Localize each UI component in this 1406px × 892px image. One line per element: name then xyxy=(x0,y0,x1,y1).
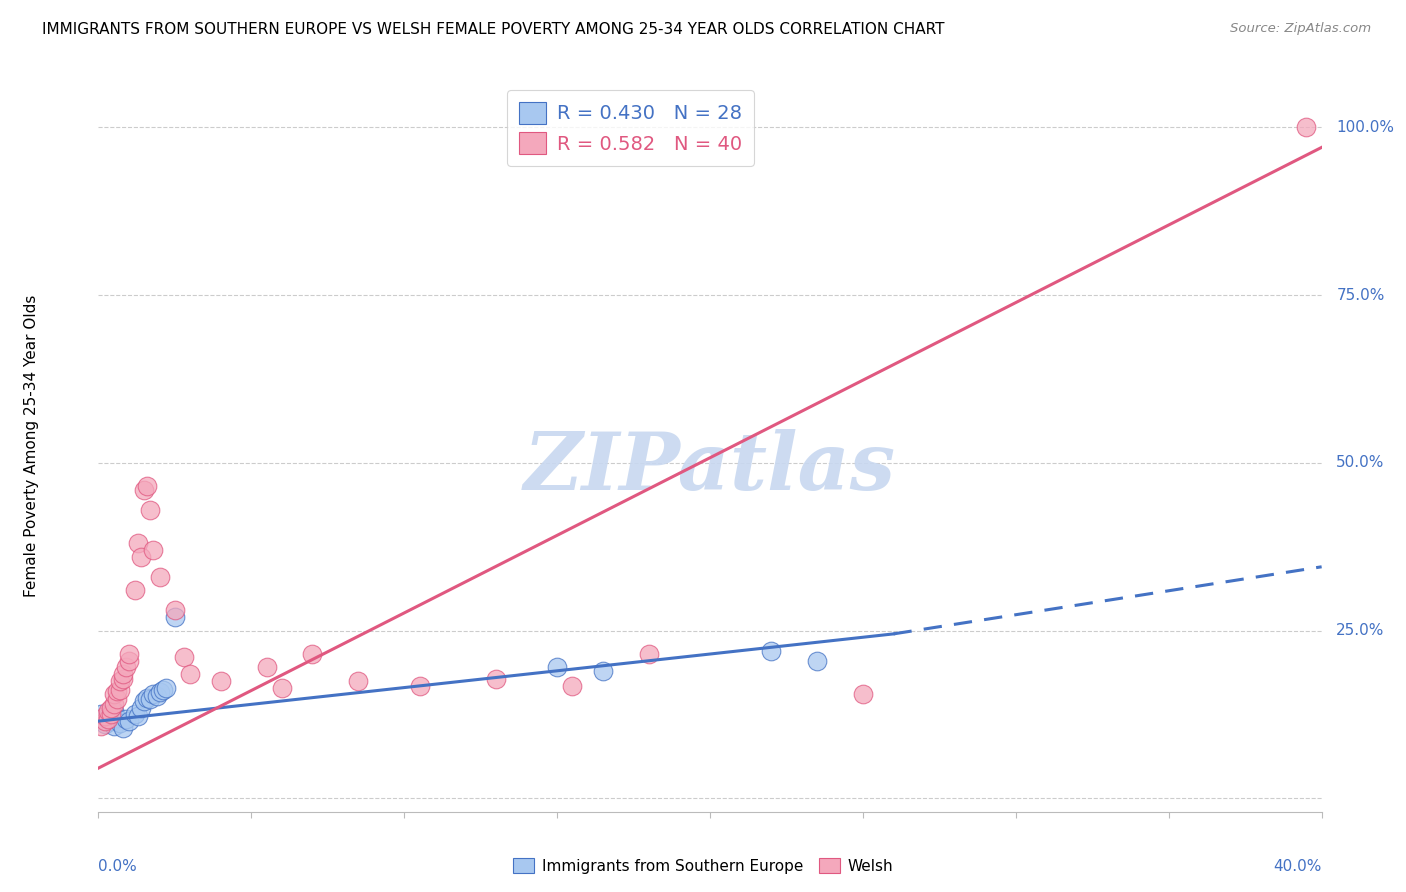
Legend: Immigrants from Southern Europe, Welsh: Immigrants from Southern Europe, Welsh xyxy=(506,852,900,880)
Point xyxy=(485,672,508,686)
Point xyxy=(139,692,162,706)
Point xyxy=(111,667,134,681)
Point xyxy=(115,712,138,726)
Point xyxy=(546,660,568,674)
Point xyxy=(105,711,128,725)
Point xyxy=(139,502,162,516)
Point xyxy=(93,717,115,731)
Point xyxy=(127,709,149,723)
Point xyxy=(179,667,201,681)
Point xyxy=(149,685,172,699)
Point xyxy=(100,714,122,728)
Point xyxy=(209,673,232,688)
Text: 40.0%: 40.0% xyxy=(1274,859,1322,874)
Point xyxy=(408,679,430,693)
Point xyxy=(105,692,128,706)
Point xyxy=(136,690,159,705)
Point xyxy=(1295,120,1317,135)
Point xyxy=(111,721,134,735)
Point xyxy=(301,647,323,661)
Point xyxy=(90,719,112,733)
Point xyxy=(97,709,120,723)
Point xyxy=(108,716,131,731)
Point xyxy=(852,687,875,701)
Point xyxy=(103,698,125,712)
Point xyxy=(145,690,167,704)
Text: 50.0%: 50.0% xyxy=(1336,455,1385,470)
Point xyxy=(149,570,172,584)
Point xyxy=(134,694,156,708)
Point xyxy=(100,707,122,722)
Point xyxy=(115,660,138,674)
Point xyxy=(592,664,614,678)
Text: Female Poverty Among 25-34 Year Olds: Female Poverty Among 25-34 Year Olds xyxy=(24,295,38,597)
Point xyxy=(142,687,165,701)
Point xyxy=(173,650,195,665)
Point xyxy=(270,681,292,695)
Point xyxy=(129,549,152,564)
Point xyxy=(118,654,141,668)
Point xyxy=(108,673,131,688)
Point xyxy=(108,682,131,697)
Point xyxy=(136,479,159,493)
Point xyxy=(561,679,583,693)
Legend: R = 0.430   N = 28, R = 0.582   N = 40: R = 0.430 N = 28, R = 0.582 N = 40 xyxy=(506,90,754,166)
Text: IMMIGRANTS FROM SOUTHERN EUROPE VS WELSH FEMALE POVERTY AMONG 25-34 YEAR OLDS CO: IMMIGRANTS FROM SOUTHERN EUROPE VS WELSH… xyxy=(42,22,945,37)
Point xyxy=(142,543,165,558)
Point xyxy=(103,719,125,733)
Point xyxy=(124,707,146,722)
Text: 25.0%: 25.0% xyxy=(1336,623,1385,638)
Text: 0.0%: 0.0% xyxy=(98,859,138,874)
Point xyxy=(100,700,122,714)
Point xyxy=(93,714,115,728)
Point xyxy=(155,681,177,695)
Point xyxy=(118,714,141,728)
Text: 100.0%: 100.0% xyxy=(1336,120,1395,135)
Point xyxy=(163,610,186,624)
Point xyxy=(163,603,186,617)
Point xyxy=(103,687,125,701)
Point xyxy=(806,654,828,668)
Point xyxy=(103,704,125,718)
Point xyxy=(637,647,661,661)
Point xyxy=(129,700,152,714)
Point xyxy=(90,707,112,722)
Point xyxy=(134,483,156,497)
Text: Source: ZipAtlas.com: Source: ZipAtlas.com xyxy=(1230,22,1371,36)
Point xyxy=(759,643,782,657)
Point xyxy=(118,647,141,661)
Point xyxy=(93,709,115,723)
Point xyxy=(124,583,146,598)
Text: ZIPatlas: ZIPatlas xyxy=(524,429,896,507)
Point xyxy=(111,672,134,686)
Point xyxy=(97,712,120,726)
Point xyxy=(127,536,149,550)
Point xyxy=(152,682,174,697)
Point xyxy=(97,704,120,718)
Point xyxy=(105,684,128,698)
Point xyxy=(256,660,278,674)
Point xyxy=(347,673,370,688)
Point xyxy=(97,712,120,726)
Text: 75.0%: 75.0% xyxy=(1336,287,1385,302)
